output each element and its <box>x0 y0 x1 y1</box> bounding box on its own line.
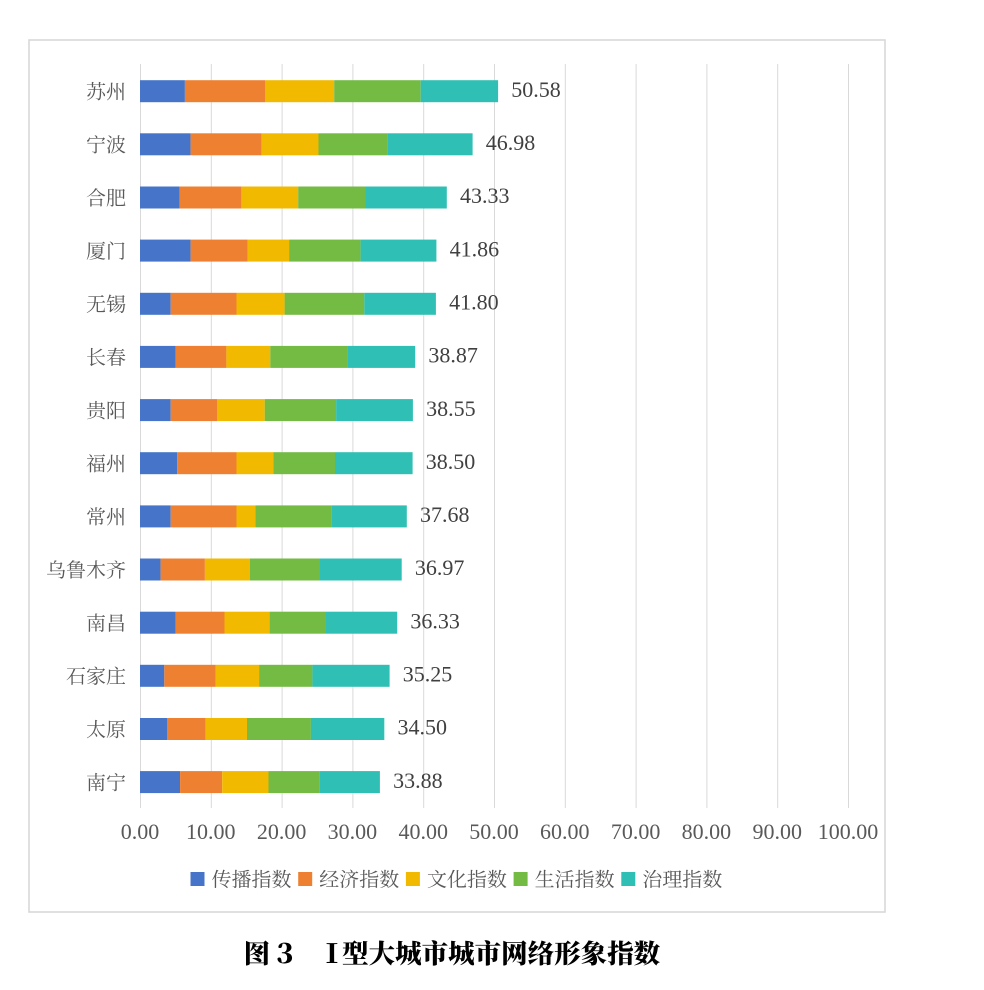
svg-text:0.00: 0.00 <box>121 819 160 844</box>
svg-text:100.00: 100.00 <box>818 819 879 844</box>
svg-text:34.50: 34.50 <box>398 715 448 740</box>
svg-text:33.88: 33.88 <box>393 768 443 793</box>
svg-text:35.25: 35.25 <box>403 662 453 687</box>
svg-text:37.68: 37.68 <box>420 502 470 527</box>
svg-text:40.00: 40.00 <box>398 819 448 844</box>
svg-text:50.58: 50.58 <box>511 77 561 102</box>
svg-text:41.80: 41.80 <box>449 290 499 315</box>
svg-text:43.33: 43.33 <box>460 183 510 208</box>
svg-text:50.00: 50.00 <box>469 819 519 844</box>
svg-text:38.87: 38.87 <box>428 343 478 368</box>
svg-text:10.00: 10.00 <box>186 819 236 844</box>
svg-text:36.97: 36.97 <box>415 555 465 580</box>
svg-text:60.00: 60.00 <box>540 819 590 844</box>
svg-text:38.50: 38.50 <box>426 449 476 474</box>
svg-text:38.55: 38.55 <box>426 396 476 421</box>
svg-text:80.00: 80.00 <box>682 819 732 844</box>
svg-text:20.00: 20.00 <box>257 819 307 844</box>
svg-text:30.00: 30.00 <box>328 819 378 844</box>
svg-text:36.33: 36.33 <box>410 608 460 633</box>
svg-text:41.86: 41.86 <box>450 236 500 261</box>
svg-text:70.00: 70.00 <box>611 819 661 844</box>
svg-text:46.98: 46.98 <box>486 130 536 155</box>
svg-text:90.00: 90.00 <box>752 819 802 844</box>
